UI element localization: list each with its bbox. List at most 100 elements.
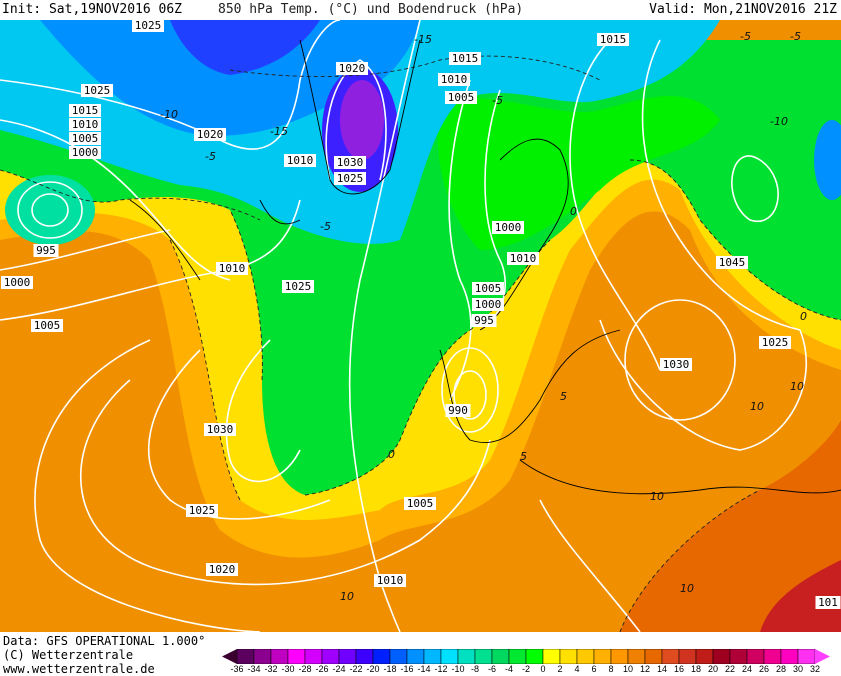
svg-text:1005: 1005 [448, 91, 475, 104]
svg-text:1025: 1025 [189, 504, 216, 517]
isobar-label: 1015 [597, 33, 629, 46]
isobar-label: 990 [445, 404, 471, 417]
colorbar-segment [508, 649, 527, 664]
temp-field-hot-southeast [760, 560, 841, 632]
temp-field-deep-blue [170, 20, 320, 75]
svg-text:1025: 1025 [337, 172, 364, 185]
isobar-label: 1010 [438, 73, 470, 86]
colorbar-tick-label: 6 [591, 664, 597, 674]
svg-text:1000: 1000 [495, 221, 522, 234]
isobar-label: 1025 [186, 504, 218, 517]
colorbar-segment [338, 649, 357, 664]
svg-text:1030: 1030 [337, 156, 364, 169]
isobar-label: 1025 [334, 172, 366, 185]
colorbar-tick-label: 22 [724, 664, 736, 674]
website-link[interactable]: www.wetterzentrale.de [3, 662, 155, 676]
colorbar-segment [644, 649, 663, 664]
temperature-contours [0, 55, 841, 632]
temperature-label: -5 [790, 30, 801, 43]
colorbar-segment [729, 649, 748, 664]
isobar-label: 1005 [445, 91, 477, 104]
colorbar-tick-label: -12 [434, 664, 448, 674]
temperature-label: 0 [388, 448, 395, 461]
colorbar-tick-label: 0 [540, 664, 546, 674]
colorbar-tick-label: -24 [332, 664, 346, 674]
svg-text:1045: 1045 [719, 256, 746, 269]
temperature-label: 0 [570, 205, 577, 218]
colorbar-tick-label: -10 [451, 664, 465, 674]
valid-time: Valid: Mon,21NOV2016 21Z [649, 2, 837, 17]
isobar-label: 995 [33, 244, 59, 257]
colorbar-tick-label: 10 [622, 664, 634, 674]
colorbar-segment [712, 649, 731, 664]
colorbar-tick-label: -22 [349, 664, 363, 674]
map-title: 850 hPa Temp. (°C) und Bodendruck (hPa) [218, 2, 524, 17]
svg-text:1015: 1015 [452, 52, 479, 65]
colorbar-segment [525, 649, 544, 664]
temp-field-warm-southeast [620, 420, 841, 632]
colorbar-segment [576, 649, 595, 664]
isobar-label: 1030 [204, 423, 236, 436]
svg-text:1025: 1025 [84, 84, 111, 97]
colorbar-segment [236, 649, 255, 664]
isobar-label: 1000 [472, 298, 504, 311]
svg-text:995: 995 [36, 244, 56, 257]
isobar-label: 1005 [69, 132, 101, 145]
colorbar-segment [440, 649, 459, 664]
colorbar-segment [457, 649, 476, 664]
colorbar-segment [474, 649, 493, 664]
svg-text:1005: 1005 [475, 282, 502, 295]
colorbar-tick-label: -14 [417, 664, 431, 674]
temperature-label: -5 [205, 150, 216, 163]
svg-text:1030: 1030 [663, 358, 690, 371]
colorbar-segment [355, 649, 374, 664]
colorbar-tick-label: 16 [673, 664, 685, 674]
isobar-label: 1025 [282, 280, 314, 293]
colorbar-segment [627, 649, 646, 664]
isobar-label: 1025 [81, 84, 113, 97]
svg-text:1010: 1010 [287, 154, 314, 167]
colorbar-tick-label: 18 [690, 664, 702, 674]
colorbar-segment [423, 649, 442, 664]
isobar-label: 1000 [69, 146, 101, 159]
colorbar-segment [593, 649, 612, 664]
colorbar-tick-label: -30 [281, 664, 295, 674]
svg-text:1030: 1030 [207, 423, 234, 436]
colorbar-tick-label: -32 [264, 664, 278, 674]
isobar-label: 1010 [507, 252, 539, 265]
temperature-label: -5 [740, 30, 751, 43]
svg-text:1010: 1010 [219, 262, 246, 275]
colorbar-tick-label: -18 [383, 664, 397, 674]
temp-field-bright-green [437, 96, 720, 251]
isobar-label: 1005 [472, 282, 504, 295]
colorbar-tick-label: -6 [487, 664, 497, 674]
svg-text:1010: 1010 [510, 252, 537, 265]
colorbar-tick-label: 28 [775, 664, 787, 674]
colorbar-segment [270, 649, 289, 664]
isobar-label: 1010 [284, 154, 316, 167]
isobar-label: 1010 [216, 262, 248, 275]
temperature-label: -5 [492, 94, 503, 107]
svg-text:1020: 1020 [209, 563, 236, 576]
colorbar-tick-label: -36 [230, 664, 244, 674]
svg-text:1000: 1000 [72, 146, 99, 159]
isobar-label: 1020 [206, 563, 238, 576]
colorbar-tick-label: -2 [521, 664, 531, 674]
isobar-label: 1020 [336, 62, 368, 75]
colorbar-tick-label: 2 [557, 664, 563, 674]
colorbar-segment [253, 649, 272, 664]
colorbar-segment [746, 649, 765, 664]
isobar-labels: 1025102510151010100510001020101010201030… [1, 20, 841, 609]
colorbar-high-arrow [815, 649, 830, 664]
colorbar-tick-label: 32 [809, 664, 821, 674]
isobars [0, 20, 808, 632]
colorbar-segment [610, 649, 629, 664]
colorbar-segment [491, 649, 510, 664]
data-source: Data: GFS OPERATIONAL 1.000° [3, 634, 206, 648]
temperature-label: -10 [160, 108, 178, 121]
temperature-label: 5 [520, 450, 527, 463]
temperature-colorbar [222, 649, 830, 664]
colorbar-tick-label: -20 [366, 664, 380, 674]
isobar-label: 995 [471, 314, 497, 327]
